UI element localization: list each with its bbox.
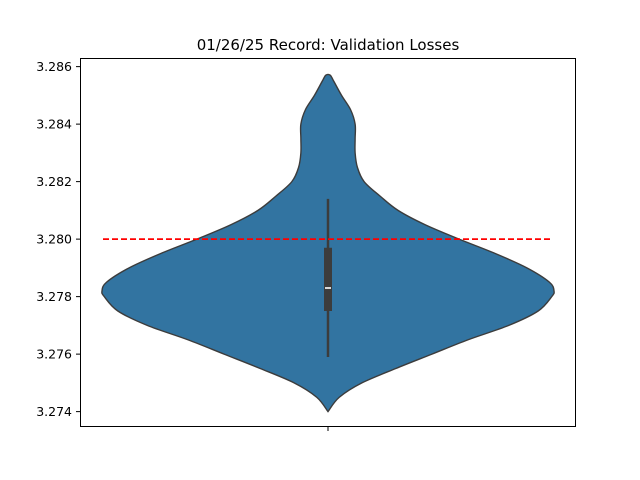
chart-title: 01/26/25 Record: Validation Losses — [197, 36, 460, 54]
y-tick-label: 3.278 — [36, 289, 72, 304]
y-axis-ticks: 3.274 3.276 3.278 3.280 3.282 3.284 3.286 — [36, 59, 80, 419]
y-tick-label: 3.282 — [36, 174, 72, 189]
y-tick-label: 3.284 — [36, 117, 72, 132]
y-tick-label: 3.274 — [36, 404, 72, 419]
y-tick-label: 3.286 — [36, 59, 72, 74]
box-iqr — [324, 247, 332, 311]
box-layer — [324, 198, 332, 357]
y-tick-label: 3.276 — [36, 347, 72, 362]
y-tick-label: 3.280 — [36, 232, 72, 247]
